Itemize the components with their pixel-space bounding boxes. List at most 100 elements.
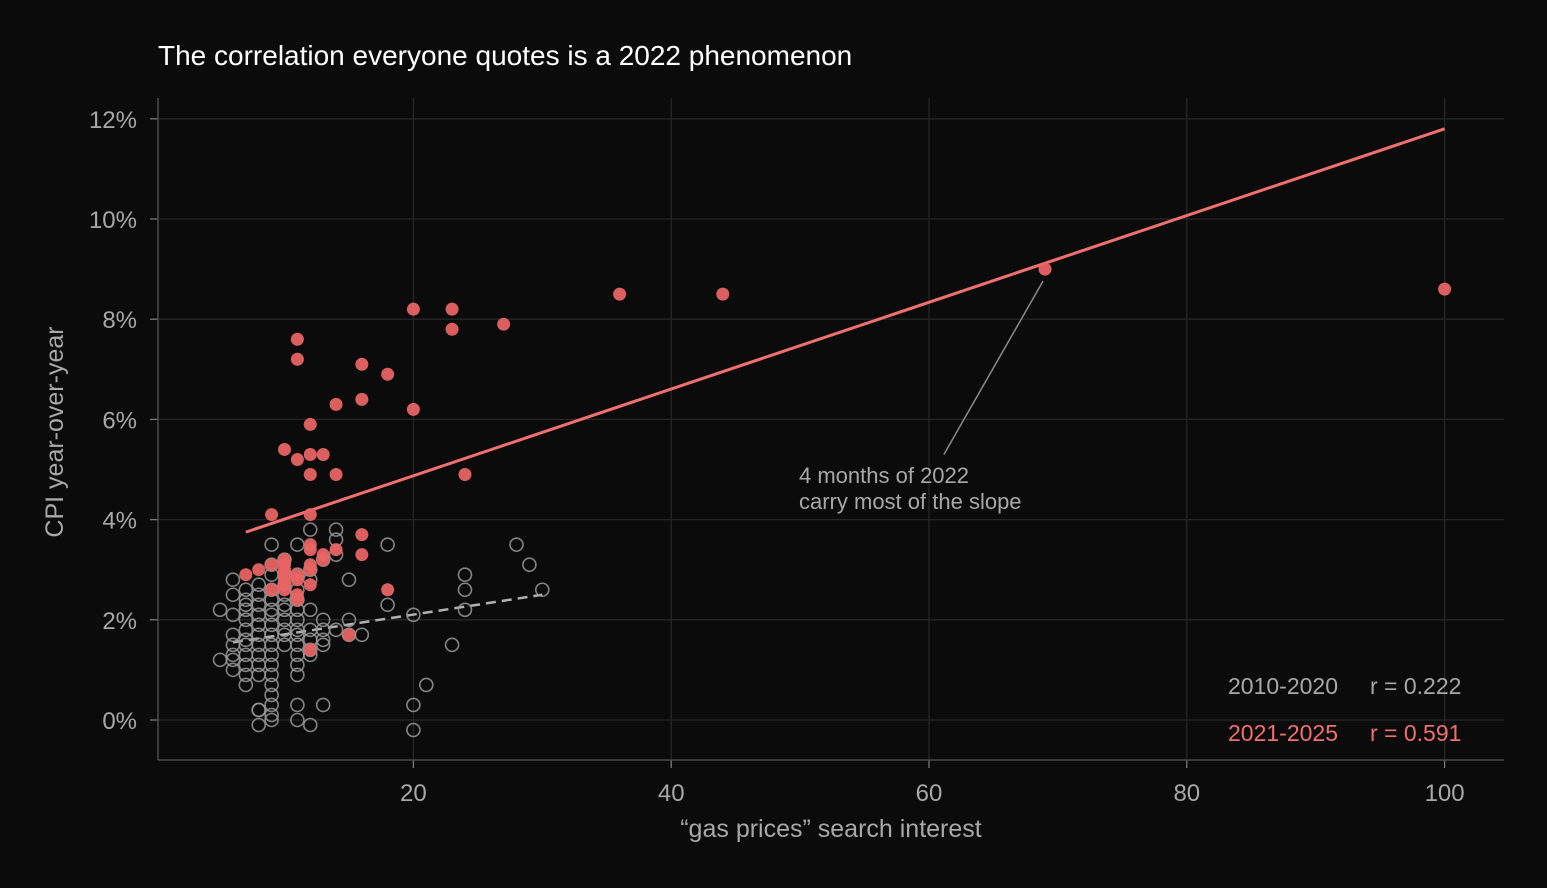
point-2021-2025 <box>303 563 317 577</box>
fit-line-2010-2020 <box>232 593 543 644</box>
point-2010-2020 <box>315 637 331 653</box>
point-2010-2020 <box>264 617 279 633</box>
legend: 2010-2020 r = 0.222 2021-2025 r = 0.591 <box>1228 673 1461 746</box>
point-2010-2020 <box>302 522 318 537</box>
point-2021-2025 <box>278 583 291 597</box>
point-2021-2025 <box>239 568 253 582</box>
point-2021-2025 <box>290 573 304 587</box>
point-2021-2025 <box>1038 262 1052 276</box>
fit-line-2021-2025 <box>245 127 1446 534</box>
legend-early-r: r = 0.222 <box>1370 673 1461 699</box>
point-2010-2020 <box>225 627 241 643</box>
y-tick-label: 12% <box>89 107 137 134</box>
point-2021-2025 <box>497 317 511 331</box>
point-2010-2020 <box>444 637 460 653</box>
x-tick-label: 60 <box>916 780 943 807</box>
point-2021-2025 <box>290 452 304 466</box>
point-2010-2020 <box>328 622 344 638</box>
point-2010-2020 <box>238 602 254 618</box>
point-2021-2025 <box>355 392 369 406</box>
point-2021-2025 <box>265 558 279 572</box>
point-2010-2020 <box>264 712 279 728</box>
point-2010-2020 <box>522 557 537 572</box>
point-2010-2020 <box>225 607 241 623</box>
point-2010-2020 <box>225 572 241 588</box>
point-2010-2020 <box>264 607 279 623</box>
point-2010-2020 <box>238 622 254 638</box>
x-tick-label: 80 <box>1173 780 1200 807</box>
point-2021-2025 <box>290 593 304 607</box>
point-2021-2025 <box>252 563 266 577</box>
point-2021-2025 <box>342 628 356 642</box>
point-2010-2020 <box>380 597 395 613</box>
point-2010-2020 <box>277 597 292 613</box>
point-2021-2025 <box>265 508 279 522</box>
point-2010-2020 <box>328 522 344 537</box>
point-2021-2025 <box>381 583 395 597</box>
point-2021-2025 <box>303 543 317 557</box>
point-2010-2020 <box>251 702 267 718</box>
point-2010-2020 <box>264 697 279 713</box>
point-2021-2025 <box>329 543 343 557</box>
point-2010-2020 <box>264 657 279 673</box>
point-2021-2025 <box>303 578 317 592</box>
point-2010-2020 <box>534 582 550 598</box>
point-2010-2020 <box>457 567 473 583</box>
series-2021-2025-points <box>239 262 1452 657</box>
point-2010-2020 <box>315 612 331 628</box>
x-tick-label: 100 <box>1425 780 1465 807</box>
point-2010-2020 <box>315 632 331 648</box>
point-2010-2020 <box>238 632 254 648</box>
point-2021-2025 <box>303 643 317 657</box>
point-2021-2025 <box>265 583 279 597</box>
point-2010-2020 <box>264 707 279 723</box>
point-2010-2020 <box>290 657 305 673</box>
point-2021-2025 <box>355 528 369 542</box>
y-tick-label: 6% <box>102 407 137 434</box>
y-tick-label: 2% <box>102 608 137 635</box>
point-2010-2020 <box>290 627 305 643</box>
y-axis-label: CPI year-over-year <box>41 326 69 537</box>
point-2021-2025 <box>303 508 317 522</box>
point-2010-2020 <box>418 677 434 693</box>
point-2010-2020 <box>457 582 473 598</box>
point-2021-2025 <box>355 548 369 562</box>
legend-recent-label: 2021-2025 <box>1228 720 1338 746</box>
x-tick-label: 40 <box>658 780 685 807</box>
point-2021-2025 <box>329 397 343 411</box>
point-2021-2025 <box>406 302 420 316</box>
tick-labels: 20 40 60 80 100 0% 2% 4% 6% 8% 10% 12% <box>89 107 1465 807</box>
point-2021-2025 <box>278 442 291 456</box>
point-2010-2020 <box>238 582 254 598</box>
point-2021-2025 <box>716 287 730 301</box>
point-2010-2020 <box>341 572 357 588</box>
annotation-line-2: carry most of the slope <box>799 489 1022 514</box>
point-2010-2020 <box>251 587 267 603</box>
point-2021-2025 <box>613 287 627 301</box>
point-2010-2020 <box>264 687 279 703</box>
legend-early-label: 2010-2020 <box>1228 673 1338 699</box>
point-2010-2020 <box>406 607 421 623</box>
y-tick-label: 10% <box>89 207 137 234</box>
point-2010-2020 <box>251 717 267 733</box>
point-2021-2025 <box>445 302 459 316</box>
point-2021-2025 <box>303 468 317 482</box>
point-2021-2025 <box>329 468 343 482</box>
point-2010-2020 <box>302 717 318 733</box>
point-2010-2020 <box>225 662 241 678</box>
point-2021-2025 <box>316 553 330 567</box>
point-2021-2025 <box>406 402 420 416</box>
point-2021-2025 <box>290 352 304 366</box>
annotation: 4 months of 2022 carry most of the slope <box>799 280 1044 514</box>
point-2010-2020 <box>290 637 305 653</box>
point-2010-2020 <box>290 712 305 728</box>
point-2021-2025 <box>458 468 472 482</box>
point-2021-2025 <box>381 367 395 381</box>
point-2010-2020 <box>290 697 305 713</box>
legend-recent-r: r = 0.591 <box>1370 720 1461 746</box>
point-2010-2020 <box>238 612 254 628</box>
point-2010-2020 <box>264 667 279 683</box>
point-2010-2020 <box>264 647 279 663</box>
